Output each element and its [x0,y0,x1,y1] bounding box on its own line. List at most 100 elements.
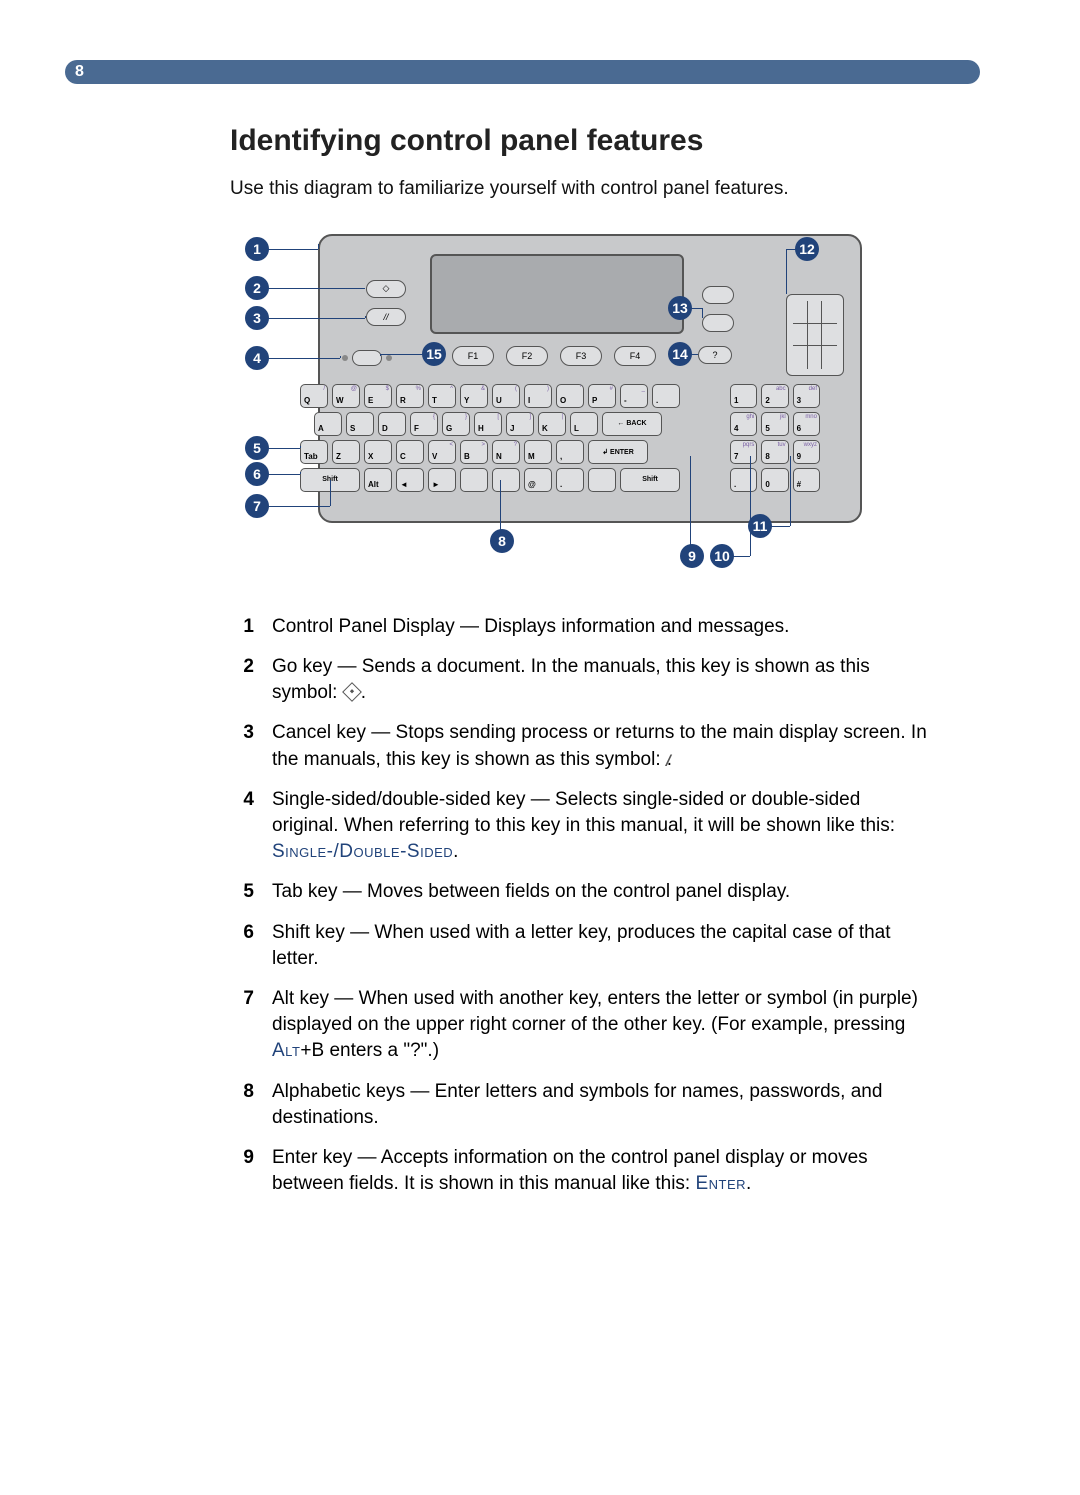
callout-4: 4 [245,346,269,370]
content: Identifying control panel features Use t… [230,124,930,1198]
keyboard-key: N? [492,440,520,464]
legend-text: Control Panel Display — Displays informa… [272,614,789,640]
legend-number: 6 [230,920,254,972]
legend-text: Cancel key — Stops sending process or re… [272,720,930,772]
help-key: ? [698,346,732,364]
legend-text: Tab key — Moves between fields on the co… [272,879,790,905]
legend-item: 7Alt key — When used with another key, e… [230,986,930,1065]
numpad-key: 7pqrs [730,440,757,464]
one-touch-pad [786,294,844,376]
arrow-down-key [702,314,734,332]
keyboard-key: ► [428,468,456,492]
keyboard-key: Alt [364,468,392,492]
legend-number: 5 [230,879,254,905]
numpad-key: 4ghi [730,412,757,436]
keyboard-key: . [556,468,584,492]
smallcaps-keyword: Alt [272,1040,300,1061]
keyboard-key: F{ [410,412,438,436]
keyboard-key: . [652,384,680,408]
legend-item: 5 Tab key — Moves between fields on the c… [230,879,930,905]
numpad-key: 6mno [793,412,820,436]
keyboard-key: ← BACK [602,412,662,436]
page-header-bar: 8 [65,60,980,84]
function-key: F3 [560,346,602,366]
legend-number: 7 [230,986,254,1065]
go-key-icon: ◇ [366,280,406,298]
keyboard-key: D [378,412,406,436]
legend-item: 2Go key — Sends a document. In the manua… [230,654,930,706]
keyboard-key: K| [538,412,566,436]
keyboard-key: C [396,440,424,464]
legend-number: 2 [230,654,254,706]
callout-8: 8 [490,529,514,553]
keyboard-key: L [570,412,598,436]
smallcaps-keyword: Single-/Double-Sided [272,841,453,862]
callout-10: 10 [710,544,734,568]
control-panel-diagram: ◇ // F1F2F3F4 ? Q/W@E$R%T^Y&U(I)O'P#-_.A… [230,234,870,584]
function-key: F4 [614,346,656,366]
callout-2: 2 [245,276,269,300]
lcd-display [430,254,684,334]
keyboard-key: M [524,440,552,464]
keyboard-key: H[ [474,412,502,436]
numpad-key: 9wxyz [793,440,820,464]
intro-text: Use this diagram to familiarize yourself… [230,176,930,202]
keyboard-key: Y& [460,384,488,408]
legend-item: 8 Alphabetic keys — Enter letters and sym… [230,1079,930,1131]
keyboard-key: Tab [300,440,328,464]
keyboard-key [492,468,520,492]
function-key: F2 [506,346,548,366]
keyboard-key: ◄ [396,468,424,492]
cancel-key-icon: // [366,308,406,326]
smallcaps-keyword: Enter [695,1173,746,1194]
callout-13: 13 [668,296,692,320]
keyboard-key: X [364,440,392,464]
keyboard-key: E$ [364,384,392,408]
numpad-key: 3def [793,384,820,408]
keyboard-key: ↲ ENTER [588,440,648,464]
numpad-key: # [793,468,820,492]
keyboard-key: W@ [332,384,360,408]
callout-1: 1 [245,237,269,261]
legend-number: 4 [230,787,254,866]
keyboard-key: V< [428,440,456,464]
legend-number: 8 [230,1079,254,1131]
legend-item: 1 Control Panel Display — Displays inform… [230,614,930,640]
callout-6: 6 [245,462,269,486]
callout-7: 7 [245,494,269,518]
legend-number: 1 [230,614,254,640]
legend-text: Alphabetic keys — Enter letters and symb… [272,1079,930,1131]
keyboard-key: I) [524,384,552,408]
legend-text: Enter key — Accepts information on the c… [272,1145,930,1197]
keyboard-key: A [314,412,342,436]
legend-item: 9 Enter key — Accepts information on the … [230,1145,930,1197]
go-symbol-icon [342,682,362,702]
keyboard-key [588,468,616,492]
callout-3: 3 [245,306,269,330]
callout-12: 12 [795,237,819,261]
numpad-key: 5jkl [761,412,788,436]
keyboard-key: Q/ [300,384,328,408]
numpad-key: 8tuv [761,440,788,464]
keyboard-key: -_ [620,384,648,408]
cancel-symbol-icon: // [666,751,667,773]
legend-text: Single-sided/double-sided key — Selects … [272,787,930,866]
keyboard-key: S [346,412,374,436]
legend-item: 6 Shift key — When used with a letter key… [230,920,930,972]
callout-14: 14 [668,342,692,366]
callout-11: 11 [748,514,772,538]
legend-text: Shift key — When used with a letter key,… [272,920,930,972]
keyboard-key: T^ [428,384,456,408]
duplex-key-group [342,350,392,366]
function-key: F1 [452,346,494,366]
keyboard-key: G} [442,412,470,436]
function-keys: F1 F2 F3 F4 [452,346,656,366]
page: 8 Identifying control panel features Use… [0,0,1080,1292]
keyboard-key: O' [556,384,584,408]
qwerty-keyboard: Q/W@E$R%T^Y&U(I)O'P#-_.ASDF{G}H[J]K|L← B… [300,384,720,496]
arrow-up-key [702,286,734,304]
keyboard-key: Shift [620,468,680,492]
legend-number: 9 [230,1145,254,1197]
legend-list: 1 Control Panel Display — Displays inform… [230,614,930,1198]
keyboard-key: J] [506,412,534,436]
